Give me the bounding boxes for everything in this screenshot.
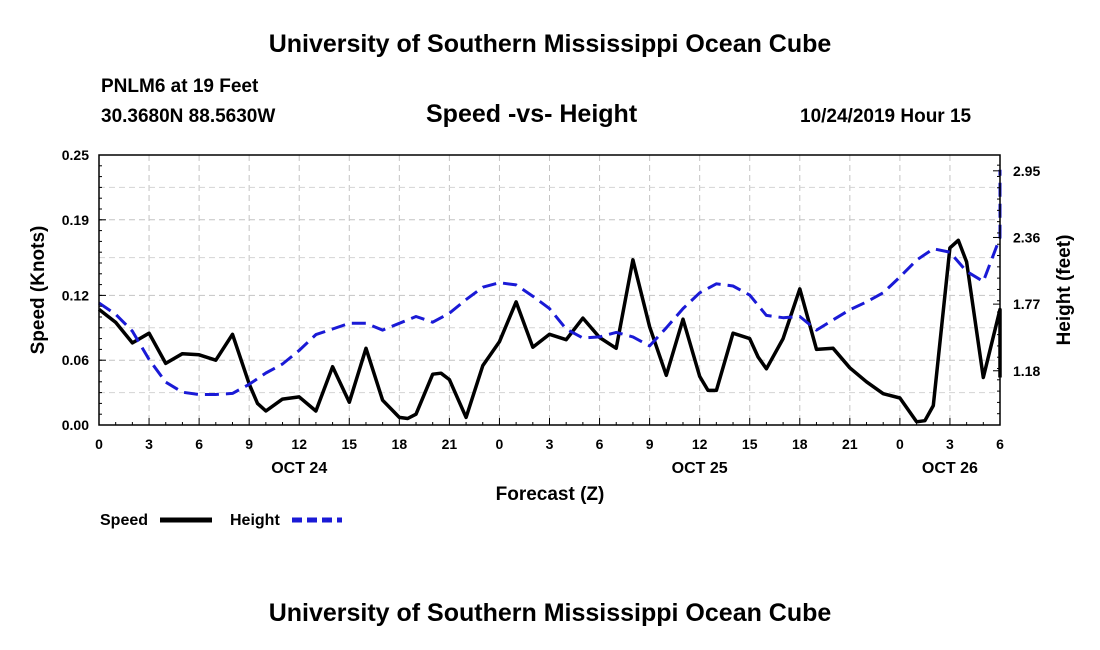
y-axis-label: Speed (Knots) xyxy=(28,226,49,355)
height-series-line xyxy=(98,169,1002,396)
y-tick-label: 0.00 xyxy=(62,417,89,433)
chart-title: Speed -vs- Height xyxy=(426,100,638,128)
x-tick-label: 9 xyxy=(646,436,654,452)
page-title: University of Southern Mississippi Ocean… xyxy=(268,30,832,58)
y2-tick-label: 2.95 xyxy=(1013,163,1040,179)
date-label: OCT 25 xyxy=(672,460,728,477)
x-tick-label: 18 xyxy=(792,436,808,452)
x-tick-label: 6 xyxy=(996,436,1004,452)
x-tick-label: 18 xyxy=(392,436,408,452)
x-tick-label: 12 xyxy=(291,436,307,452)
x-tick-label: 3 xyxy=(946,436,954,452)
y2-tick-label: 1.18 xyxy=(1013,363,1040,379)
x-tick-label: 15 xyxy=(742,436,758,452)
x-tick-label: 21 xyxy=(842,436,858,452)
station-coordinates: 30.3680N 88.5630W xyxy=(101,106,276,127)
x-tick-label: 3 xyxy=(145,436,153,452)
x-tick-label: 6 xyxy=(195,436,203,452)
x-tick-label: 12 xyxy=(692,436,708,452)
grid xyxy=(99,155,1000,425)
x-tick-label: 21 xyxy=(442,436,458,452)
y-tick-label: 0.06 xyxy=(62,352,89,368)
legend: Speed Height xyxy=(100,512,342,529)
x-tick-label: 0 xyxy=(496,436,504,452)
y-tick-label: 0.12 xyxy=(62,287,89,303)
y2-tick-label: 1.77 xyxy=(1013,296,1040,312)
x-tick-label: 6 xyxy=(596,436,604,452)
y-tick-label: 0.25 xyxy=(62,147,89,163)
series-layer xyxy=(97,169,1002,424)
x-axis-label: Forecast (Z) xyxy=(496,484,605,505)
forecast-datetime: 10/24/2019 Hour 15 xyxy=(800,106,972,127)
y2-tick-label: 2.36 xyxy=(1013,229,1040,245)
x-tick-label: 0 xyxy=(95,436,103,452)
station-label: PNLM6 at 19 Feet xyxy=(101,76,259,97)
legend-speed-label: Speed xyxy=(100,512,148,529)
y2-axis-label: Height (feet) xyxy=(1054,235,1075,346)
axes: 0 3 6 9 12 15 18 21 0 3 6 9 12 15 18 21 0 3 6 0.00 0.06 0.12 0… xyxy=(62,147,1041,477)
legend-height-label: Height xyxy=(230,512,280,529)
footer-title: University of Southern Mississippi Ocean… xyxy=(268,599,832,627)
x-tick-label: 0 xyxy=(896,436,904,452)
speed-series-line xyxy=(97,238,1002,424)
x-tick-label: 3 xyxy=(546,436,554,452)
date-label: OCT 24 xyxy=(271,460,327,477)
x-tick-label: 9 xyxy=(245,436,253,452)
x-tick-label: 15 xyxy=(341,436,357,452)
date-label: OCT 26 xyxy=(922,460,978,477)
y-tick-label: 0.19 xyxy=(62,212,89,228)
